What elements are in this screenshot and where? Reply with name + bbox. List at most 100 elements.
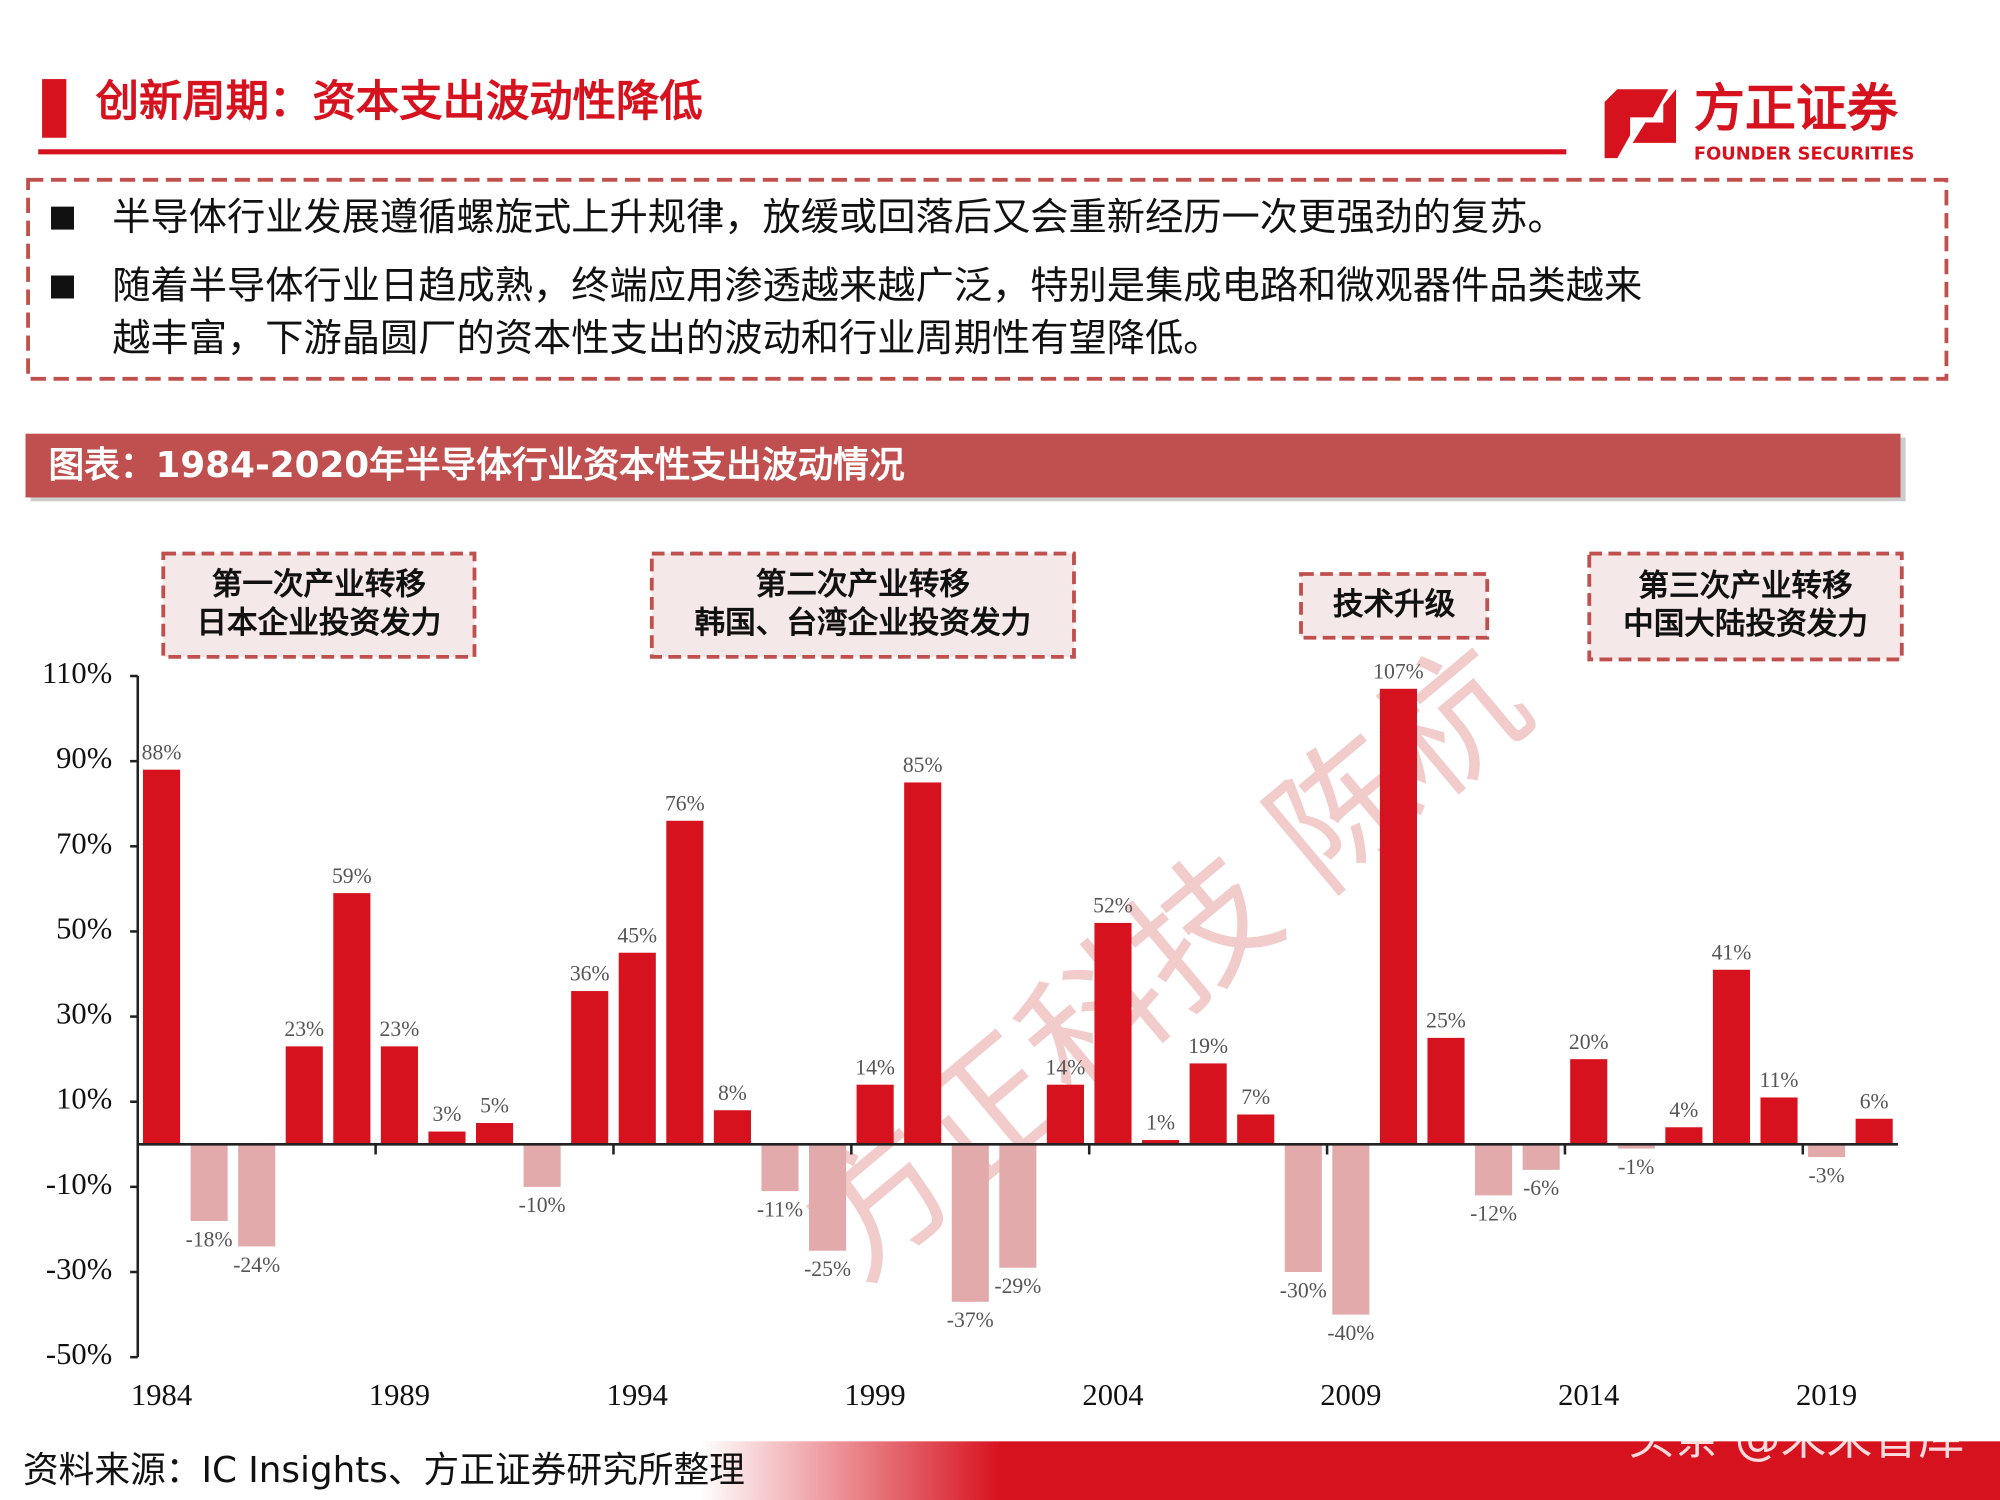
value-label: 6% xyxy=(1860,1089,1889,1113)
bar xyxy=(523,1144,561,1187)
y-tick-label: -30% xyxy=(46,1252,112,1286)
y-tick-label: -10% xyxy=(46,1167,112,1201)
annotation-box xyxy=(649,551,1076,659)
y-tick-label: 30% xyxy=(56,997,112,1031)
y-tick-label: 90% xyxy=(56,741,112,775)
logo-en: FOUNDER SECURITIES xyxy=(1694,143,1915,164)
annotation-box xyxy=(1587,551,1904,662)
bar xyxy=(666,820,704,1145)
bullet-box xyxy=(26,177,1949,381)
bar xyxy=(142,769,181,1145)
bar xyxy=(951,1144,989,1302)
x-tick-label: 2004 xyxy=(1082,1378,1143,1412)
bar xyxy=(1332,1144,1370,1315)
y-tick-label: 50% xyxy=(56,911,112,945)
value-label: 14% xyxy=(1046,1055,1086,1079)
value-label: 7% xyxy=(1241,1085,1270,1109)
value-label: 23% xyxy=(284,1017,324,1041)
bar xyxy=(1189,1063,1227,1145)
chart-title: 图表：1984-2020年半导体行业资本性支出波动情况 xyxy=(48,445,905,486)
annotation-text: 韩国、台湾企业投资发力 xyxy=(695,605,1032,641)
value-label: 36% xyxy=(570,962,610,986)
value-label: -6% xyxy=(1523,1176,1559,1200)
x-tick-label: 1989 xyxy=(369,1378,430,1412)
logo: 方正证券 FOUNDER SECURITIES xyxy=(1604,80,1915,164)
annotation-text: 第三次产业转移 xyxy=(1638,568,1852,604)
value-label: 11% xyxy=(1760,1068,1799,1092)
bar xyxy=(1094,922,1132,1145)
value-label: 59% xyxy=(332,864,372,888)
source: 资料来源：IC Insights、方正证券研究所整理 xyxy=(23,1450,745,1491)
annotation-text: 日本企业投资发力 xyxy=(196,605,441,641)
bar xyxy=(761,1144,799,1192)
value-label: 1% xyxy=(1146,1111,1175,1135)
value-label: 19% xyxy=(1188,1034,1228,1058)
x-tick-label: 1994 xyxy=(607,1378,668,1412)
bar xyxy=(999,1144,1037,1268)
x-tick-label: 2014 xyxy=(1558,1378,1619,1412)
bar xyxy=(809,1144,847,1251)
y-tick-label: 10% xyxy=(56,1082,112,1116)
footer-watermark: 头条 @未来智库 xyxy=(1628,1411,1964,1465)
bar xyxy=(1617,1144,1655,1149)
annotation-text: 第二次产业转移 xyxy=(756,567,970,603)
annotation-text: 技术升级 xyxy=(1333,587,1456,622)
value-label: 52% xyxy=(1093,894,1133,918)
bar xyxy=(1712,969,1751,1145)
logo-cn: 方正证券 xyxy=(1694,80,1899,139)
bar xyxy=(1522,1144,1560,1170)
bar xyxy=(1237,1114,1275,1145)
value-label: 5% xyxy=(480,1094,509,1118)
value-label: -12% xyxy=(1470,1202,1517,1226)
value-label: 23% xyxy=(380,1017,420,1041)
bar xyxy=(1046,1084,1084,1145)
annotation-box xyxy=(1299,572,1490,640)
logo-icon xyxy=(1632,89,1677,143)
value-label: -25% xyxy=(804,1257,851,1281)
value-label: -29% xyxy=(994,1274,1041,1298)
bar xyxy=(1284,1144,1322,1273)
value-label: 4% xyxy=(1669,1098,1698,1122)
value-label: -37% xyxy=(947,1308,994,1332)
bar xyxy=(1665,1127,1703,1145)
logo-icon xyxy=(1604,89,1669,159)
bar xyxy=(380,1046,418,1145)
bar xyxy=(1427,1037,1465,1145)
annotation-box xyxy=(161,551,477,659)
bullet-text: 半导体行业发展遵循螺旋式上升规律，放缓或回落后又会重新经历一次更强劲的复苏。 xyxy=(112,195,1566,240)
bar xyxy=(333,893,371,1145)
bar xyxy=(475,1123,514,1145)
bar xyxy=(285,1046,323,1145)
value-label: 76% xyxy=(665,791,705,815)
value-label: 3% xyxy=(433,1102,462,1126)
value-label: -3% xyxy=(1809,1163,1845,1187)
value-label: 45% xyxy=(617,923,657,947)
y-tick-label: 70% xyxy=(56,826,112,860)
value-label: 8% xyxy=(718,1081,747,1105)
x-tick-label: 1984 xyxy=(131,1378,192,1412)
value-label: 88% xyxy=(142,740,182,764)
value-label: -10% xyxy=(519,1193,566,1217)
value-label: 85% xyxy=(903,753,943,777)
value-label: -24% xyxy=(233,1253,280,1277)
x-tick-label: 2019 xyxy=(1796,1378,1857,1412)
y-tick-label: -50% xyxy=(46,1337,112,1371)
watermark: 方正科技 陈杭 xyxy=(776,615,1560,1310)
bar xyxy=(1570,1059,1608,1145)
value-label: -11% xyxy=(757,1197,803,1221)
value-label: 25% xyxy=(1426,1009,1466,1033)
bar xyxy=(1808,1144,1846,1158)
footer-band xyxy=(0,1441,2000,1500)
annotation-text: 第一次产业转移 xyxy=(212,567,426,603)
bar xyxy=(856,1084,894,1145)
value-label: 41% xyxy=(1712,940,1752,964)
bar xyxy=(1855,1118,1893,1145)
bar xyxy=(238,1144,276,1247)
bar xyxy=(190,1144,228,1221)
value-label: 20% xyxy=(1569,1030,1609,1054)
value-label: -18% xyxy=(186,1227,233,1251)
bullet-text: 越丰富，下游晶圆厂的资本性支出的波动和行业周期性有望降低。 xyxy=(112,316,1221,361)
